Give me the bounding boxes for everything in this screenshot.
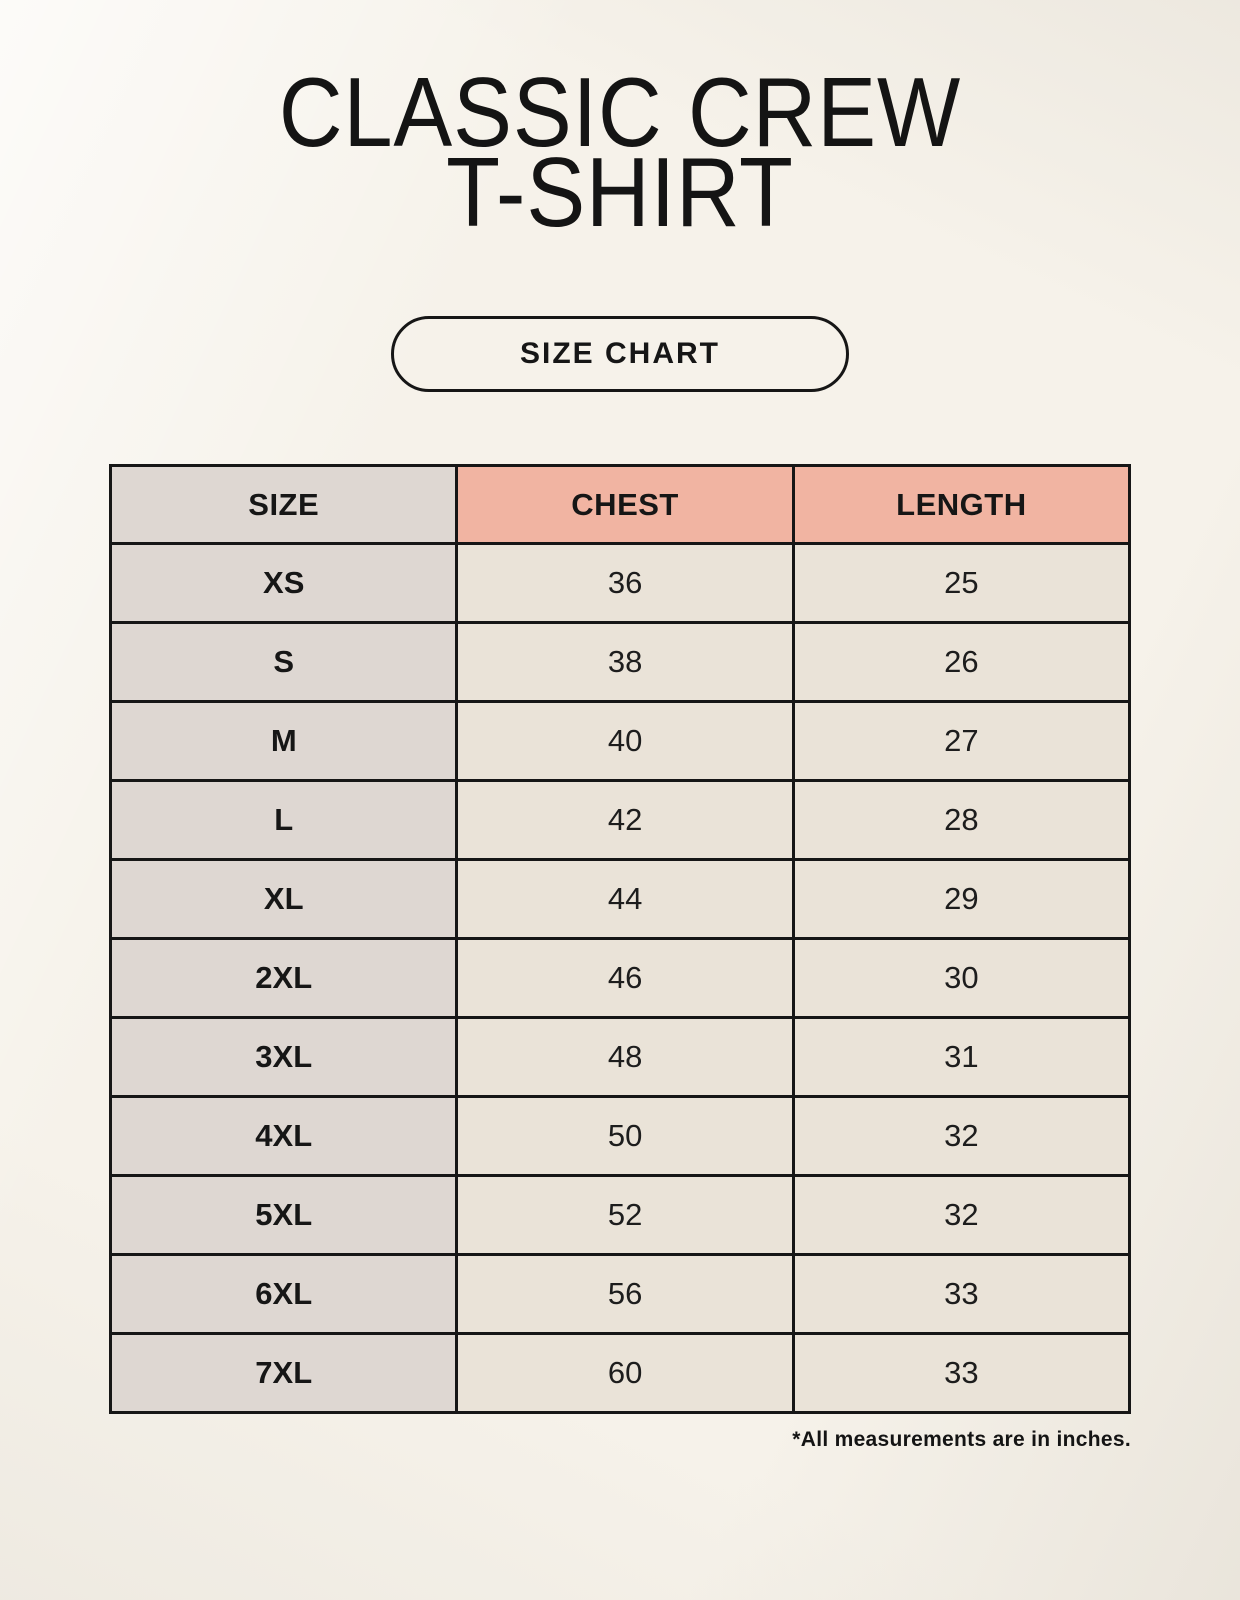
size-cell: 6XL bbox=[108, 1253, 459, 1335]
size-table-container: SIZE CHEST LENGTH XS 36 25 S 38 26 M bbox=[108, 464, 1132, 1414]
size-cell: S bbox=[108, 621, 459, 703]
measurements-footnote: *All measurements are in inches. bbox=[792, 1428, 1131, 1451]
table-row: XL 44 29 bbox=[108, 858, 1132, 940]
column-header-chest: CHEST bbox=[455, 464, 795, 545]
length-cell: 29 bbox=[791, 858, 1132, 940]
chest-cell: 36 bbox=[455, 542, 795, 624]
table-row: 4XL 50 32 bbox=[108, 1095, 1132, 1177]
size-cell: 5XL bbox=[108, 1174, 459, 1256]
title-line-2: T-SHIRT bbox=[446, 137, 794, 247]
length-cell: 32 bbox=[791, 1174, 1132, 1256]
page-title: CLASSIC CREW T-SHIRT bbox=[62, 0, 1178, 247]
chest-cell: 42 bbox=[455, 779, 795, 861]
size-cell: M bbox=[108, 700, 459, 782]
badge-container: SIZE CHART bbox=[0, 316, 1240, 392]
table-row: 7XL 60 33 bbox=[108, 1332, 1132, 1414]
table-row: 5XL 52 32 bbox=[108, 1174, 1132, 1256]
table-row: 3XL 48 31 bbox=[108, 1016, 1132, 1098]
length-cell: 31 bbox=[791, 1016, 1132, 1098]
chest-cell: 44 bbox=[455, 858, 795, 940]
size-chart-badge: SIZE CHART bbox=[391, 316, 849, 392]
length-cell: 28 bbox=[791, 779, 1132, 861]
chest-cell: 46 bbox=[455, 937, 795, 1019]
table-row: 6XL 56 33 bbox=[108, 1253, 1132, 1335]
table-row: S 38 26 bbox=[108, 621, 1132, 703]
length-cell: 25 bbox=[791, 542, 1132, 624]
table-header-row: SIZE CHEST LENGTH bbox=[108, 464, 1132, 545]
length-cell: 27 bbox=[791, 700, 1132, 782]
length-cell: 32 bbox=[791, 1095, 1132, 1177]
size-cell: 4XL bbox=[108, 1095, 459, 1177]
chest-cell: 56 bbox=[455, 1253, 795, 1335]
table-row: L 42 28 bbox=[108, 779, 1132, 861]
chest-cell: 40 bbox=[455, 700, 795, 782]
size-table: SIZE CHEST LENGTH XS 36 25 S 38 26 M bbox=[108, 464, 1132, 1414]
table-row: XS 36 25 bbox=[108, 542, 1132, 624]
size-cell: 2XL bbox=[108, 937, 459, 1019]
length-cell: 30 bbox=[791, 937, 1132, 1019]
size-cell: XL bbox=[108, 858, 459, 940]
size-cell: 3XL bbox=[108, 1016, 459, 1098]
chest-cell: 60 bbox=[455, 1332, 795, 1414]
table-row: M 40 27 bbox=[108, 700, 1132, 782]
column-header-size: SIZE bbox=[108, 464, 459, 545]
chest-cell: 52 bbox=[455, 1174, 795, 1256]
chest-cell: 50 bbox=[455, 1095, 795, 1177]
size-cell: XS bbox=[108, 542, 459, 624]
length-cell: 26 bbox=[791, 621, 1132, 703]
length-cell: 33 bbox=[791, 1332, 1132, 1414]
length-cell: 33 bbox=[791, 1253, 1132, 1335]
table-row: 2XL 46 30 bbox=[108, 937, 1132, 1019]
title-line-1: CLASSIC CREW bbox=[278, 57, 962, 167]
chest-cell: 38 bbox=[455, 621, 795, 703]
chest-cell: 48 bbox=[455, 1016, 795, 1098]
size-cell: 7XL bbox=[108, 1332, 459, 1414]
size-cell: L bbox=[108, 779, 459, 861]
column-header-length: LENGTH bbox=[791, 464, 1132, 545]
